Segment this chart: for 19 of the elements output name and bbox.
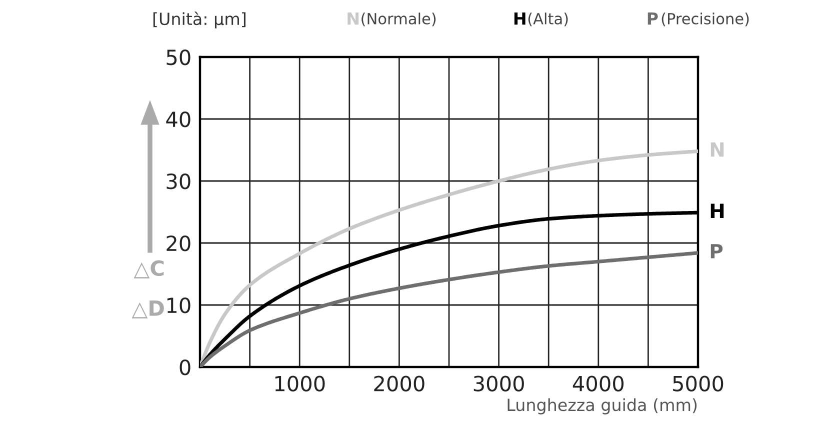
- text: △D: [132, 300, 164, 318]
- text: P (Precisione): [648, 12, 749, 26]
- text: △C: [134, 260, 164, 278]
- y-tick-label: 10: [167, 297, 190, 314]
- x-tick-label: 4000: [572, 376, 624, 392]
- text: H (Alta): [514, 12, 568, 26]
- text: P: [710, 244, 723, 258]
- x-tick-label: 2000: [374, 376, 424, 392]
- y-axis-title: [Unità: μm]: [153, 12, 246, 28]
- x-axis-title: Lunghezza guida (mm): [508, 398, 697, 414]
- y-tick-label: 50: [166, 49, 190, 66]
- y-tick-label: 0: [180, 359, 190, 376]
- y-tick-label: 30: [166, 173, 190, 190]
- text: H: [710, 204, 724, 218]
- x-tick-label: 1000: [275, 376, 325, 392]
- x-tick-label: 3000: [474, 376, 524, 392]
- x-tick-label: 5000: [673, 376, 724, 392]
- y-tick-label: 40: [166, 111, 190, 128]
- y-tick-label: 20: [166, 235, 190, 252]
